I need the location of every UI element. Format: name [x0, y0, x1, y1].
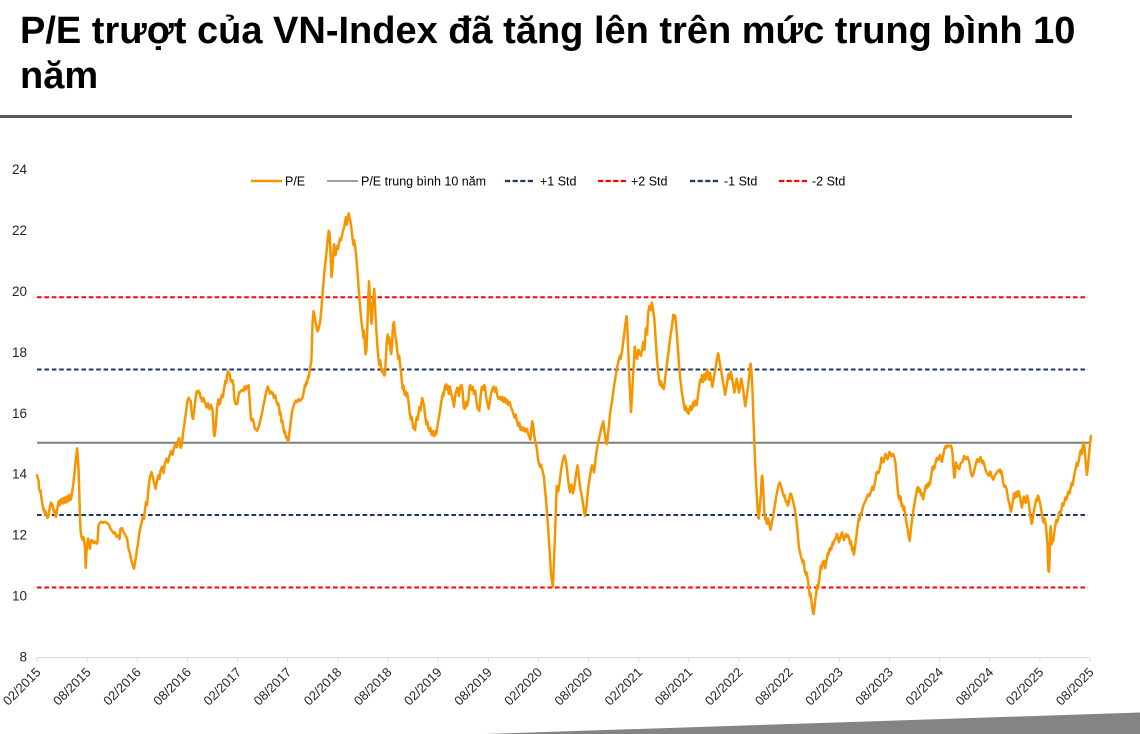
- svg-text:+2 Std: +2 Std: [631, 175, 668, 189]
- svg-text:P/E trung bình 10 năm: P/E trung bình 10 năm: [361, 175, 486, 189]
- svg-text:02/2019: 02/2019: [401, 665, 445, 709]
- svg-text:08/2023: 08/2023: [852, 665, 896, 709]
- svg-text:18: 18: [12, 345, 27, 360]
- svg-text:08/2025: 08/2025: [1053, 665, 1097, 709]
- svg-text:02/2023: 02/2023: [802, 665, 846, 709]
- svg-text:20: 20: [12, 284, 27, 299]
- svg-text:P/E: P/E: [285, 175, 305, 189]
- svg-text:08/2019: 08/2019: [451, 665, 495, 709]
- svg-text:02/2018: 02/2018: [301, 665, 345, 709]
- svg-text:08/2020: 08/2020: [551, 665, 595, 709]
- svg-text:02/2024: 02/2024: [902, 665, 946, 709]
- svg-text:02/2017: 02/2017: [200, 665, 244, 709]
- svg-text:08/2021: 08/2021: [652, 665, 696, 709]
- svg-text:16: 16: [12, 406, 27, 421]
- svg-text:02/2025: 02/2025: [1003, 665, 1047, 709]
- svg-text:02/2021: 02/2021: [601, 665, 645, 709]
- svg-text:8: 8: [19, 649, 27, 664]
- svg-text:10: 10: [12, 588, 27, 603]
- svg-text:02/2020: 02/2020: [501, 665, 545, 709]
- svg-text:08/2018: 08/2018: [351, 665, 395, 709]
- svg-text:08/2022: 08/2022: [752, 665, 796, 709]
- svg-text:02/2022: 02/2022: [702, 665, 746, 709]
- svg-text:12: 12: [12, 528, 27, 543]
- svg-text:+1 Std: +1 Std: [540, 175, 577, 189]
- svg-text:24: 24: [12, 162, 28, 177]
- svg-text:08/2016: 08/2016: [150, 665, 194, 709]
- svg-text:08/2015: 08/2015: [50, 665, 94, 709]
- svg-text:14: 14: [12, 467, 28, 482]
- svg-text:02/2015: 02/2015: [0, 665, 44, 709]
- svg-text:22: 22: [12, 223, 27, 238]
- svg-text:02/2016: 02/2016: [100, 665, 144, 709]
- svg-text:08/2017: 08/2017: [250, 665, 294, 709]
- svg-text:-2 Std: -2 Std: [812, 175, 845, 189]
- svg-text:08/2024: 08/2024: [952, 665, 996, 709]
- svg-text:-1 Std: -1 Std: [724, 175, 757, 189]
